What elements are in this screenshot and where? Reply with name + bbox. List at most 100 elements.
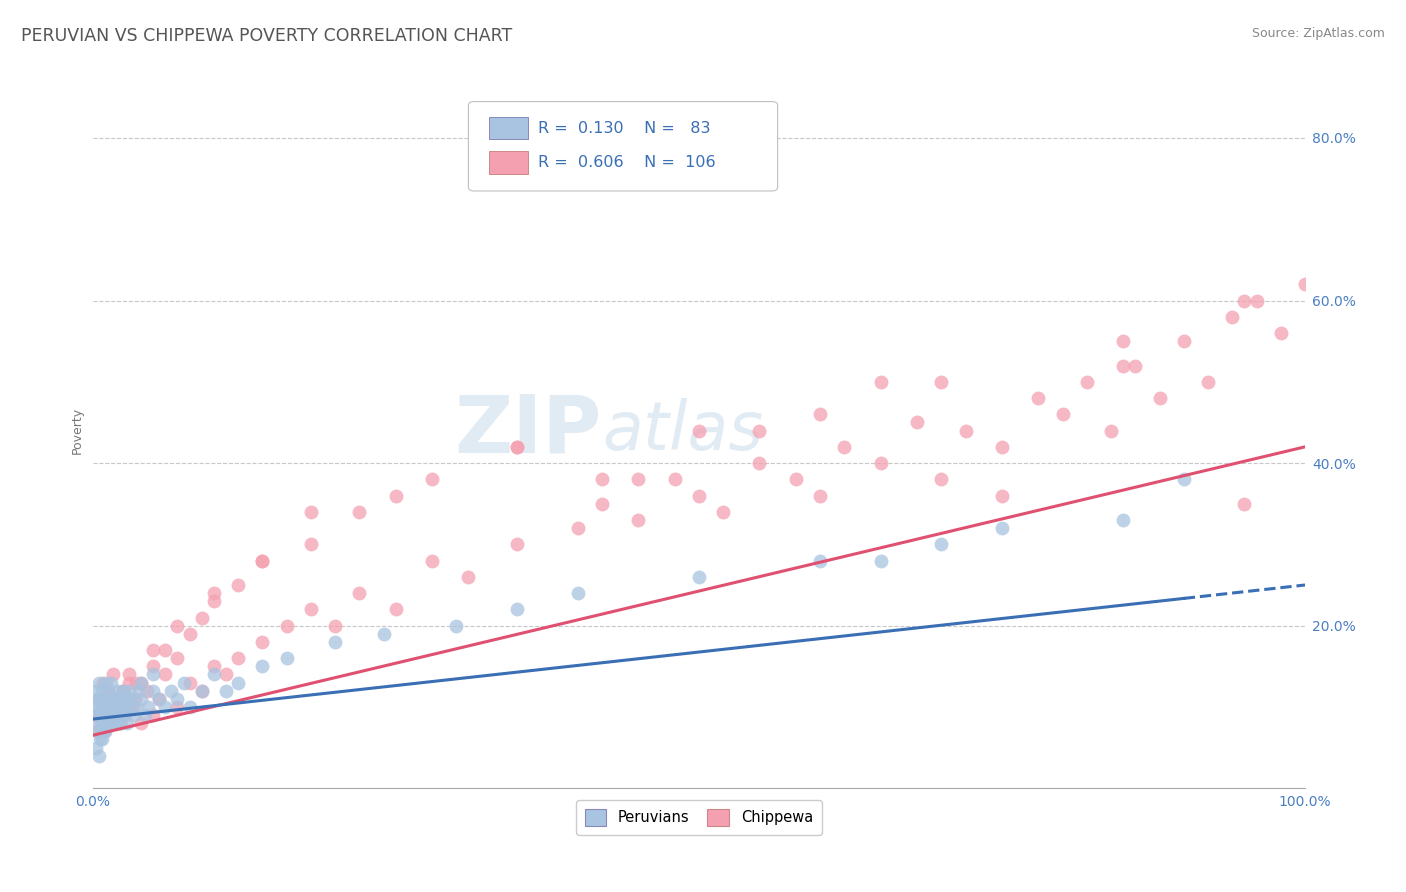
Point — [299, 602, 322, 616]
Point — [202, 659, 225, 673]
Point — [929, 375, 952, 389]
Point — [711, 505, 734, 519]
Point — [173, 675, 195, 690]
Text: ZIP: ZIP — [454, 392, 602, 469]
Point — [1173, 334, 1195, 348]
Point — [91, 708, 114, 723]
Point — [87, 724, 110, 739]
Point — [105, 716, 128, 731]
Point — [160, 683, 183, 698]
Point — [105, 699, 128, 714]
Point — [832, 440, 855, 454]
Point — [84, 716, 107, 731]
Point — [129, 675, 152, 690]
Point — [166, 618, 188, 632]
Point — [1149, 391, 1171, 405]
Point — [84, 683, 107, 698]
Point — [93, 724, 115, 739]
Point — [506, 440, 529, 454]
Point — [1173, 472, 1195, 486]
Point — [384, 602, 406, 616]
Point — [323, 618, 346, 632]
Point — [252, 659, 274, 673]
Point — [111, 683, 134, 698]
Point — [252, 635, 274, 649]
Point — [128, 683, 150, 698]
Point — [166, 651, 188, 665]
Point — [111, 683, 134, 698]
Point — [226, 651, 249, 665]
Point — [91, 683, 114, 698]
Point — [118, 675, 141, 690]
Point — [190, 683, 212, 698]
Point — [90, 708, 112, 723]
Point — [688, 570, 710, 584]
Point — [93, 724, 115, 739]
Point — [202, 586, 225, 600]
Point — [138, 699, 160, 714]
Point — [129, 675, 152, 690]
Point — [118, 683, 141, 698]
Point — [252, 553, 274, 567]
Point — [323, 635, 346, 649]
Point — [1026, 391, 1049, 405]
Point — [1112, 359, 1135, 373]
Point — [202, 594, 225, 608]
Point — [155, 667, 177, 681]
Point — [114, 691, 136, 706]
Legend: Peruvians, Chippewa: Peruvians, Chippewa — [576, 800, 821, 835]
Point — [457, 570, 479, 584]
Point — [91, 732, 114, 747]
Point — [166, 699, 188, 714]
Point — [252, 553, 274, 567]
Point — [110, 716, 132, 731]
Point — [567, 521, 589, 535]
Point — [567, 586, 589, 600]
Point — [90, 691, 112, 706]
Text: R =  0.130    N =   83: R = 0.130 N = 83 — [537, 120, 710, 136]
Point — [929, 537, 952, 551]
Point — [1233, 293, 1256, 308]
Point — [748, 424, 770, 438]
Point — [591, 472, 613, 486]
Point — [111, 683, 134, 698]
Point — [87, 675, 110, 690]
Point — [118, 691, 141, 706]
Point — [86, 724, 108, 739]
Point — [129, 716, 152, 731]
Point — [142, 683, 165, 698]
Point — [148, 691, 170, 706]
Point — [785, 472, 807, 486]
Point — [991, 521, 1014, 535]
Point — [118, 691, 141, 706]
Point — [107, 699, 129, 714]
Point — [202, 667, 225, 681]
Point — [122, 708, 145, 723]
Point — [111, 699, 134, 714]
Point — [125, 699, 148, 714]
Point — [117, 699, 139, 714]
Point — [108, 691, 131, 706]
Point — [103, 691, 125, 706]
Point — [955, 424, 977, 438]
Text: Source: ZipAtlas.com: Source: ZipAtlas.com — [1251, 27, 1385, 40]
Point — [93, 675, 115, 690]
Point — [103, 708, 125, 723]
Point — [1270, 326, 1292, 340]
Bar — [489, 151, 527, 174]
Point — [101, 716, 124, 731]
Point — [1076, 375, 1098, 389]
Point — [84, 708, 107, 723]
Text: atlas: atlas — [602, 398, 763, 464]
Point — [91, 716, 114, 731]
Point — [215, 683, 238, 698]
Point — [100, 708, 122, 723]
Point — [373, 626, 395, 640]
Point — [87, 748, 110, 763]
Point — [190, 610, 212, 624]
Point — [125, 675, 148, 690]
Point — [142, 659, 165, 673]
Point — [1294, 277, 1316, 292]
Point — [129, 691, 152, 706]
Point — [991, 489, 1014, 503]
